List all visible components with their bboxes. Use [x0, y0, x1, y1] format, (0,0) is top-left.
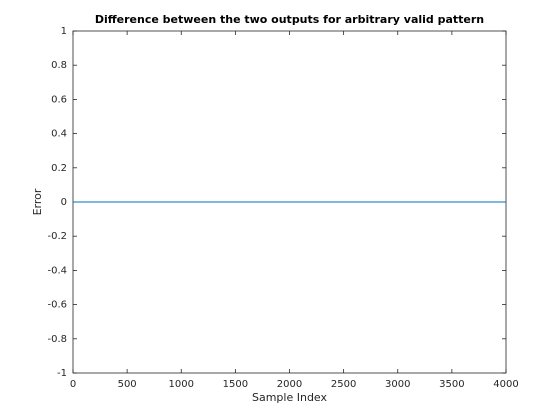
y-tick-label: -0.2: [47, 231, 67, 242]
x-tick-label: 2500: [331, 379, 356, 390]
chart-title: Difference between the two outputs for a…: [95, 13, 484, 26]
y-tick-label: -0.8: [47, 334, 67, 345]
x-tick-label: 3000: [385, 379, 410, 390]
y-tick-label: -1: [57, 368, 67, 379]
y-tick-label: 0.8: [51, 60, 67, 71]
x-tick-label: 3500: [439, 379, 464, 390]
x-tick-label: 1000: [169, 379, 194, 390]
y-tick-label: 0: [61, 197, 67, 208]
y-axis-label: Error: [31, 188, 44, 215]
y-tick-label: -0.4: [47, 265, 67, 276]
y-tick-label: 1: [61, 26, 67, 37]
y-tick-label: -0.6: [47, 300, 67, 311]
x-axis-label: Sample Index: [252, 391, 328, 404]
y-tick-label: 0.2: [51, 163, 67, 174]
x-tick-label: 500: [118, 379, 137, 390]
x-tick-label: 1500: [223, 379, 248, 390]
y-tick-label: 0.4: [51, 129, 67, 140]
y-tick-label: 0.6: [51, 94, 67, 105]
x-tick-label: 0: [70, 379, 76, 390]
x-tick-label: 2000: [277, 379, 302, 390]
x-tick-label: 4000: [493, 379, 518, 390]
